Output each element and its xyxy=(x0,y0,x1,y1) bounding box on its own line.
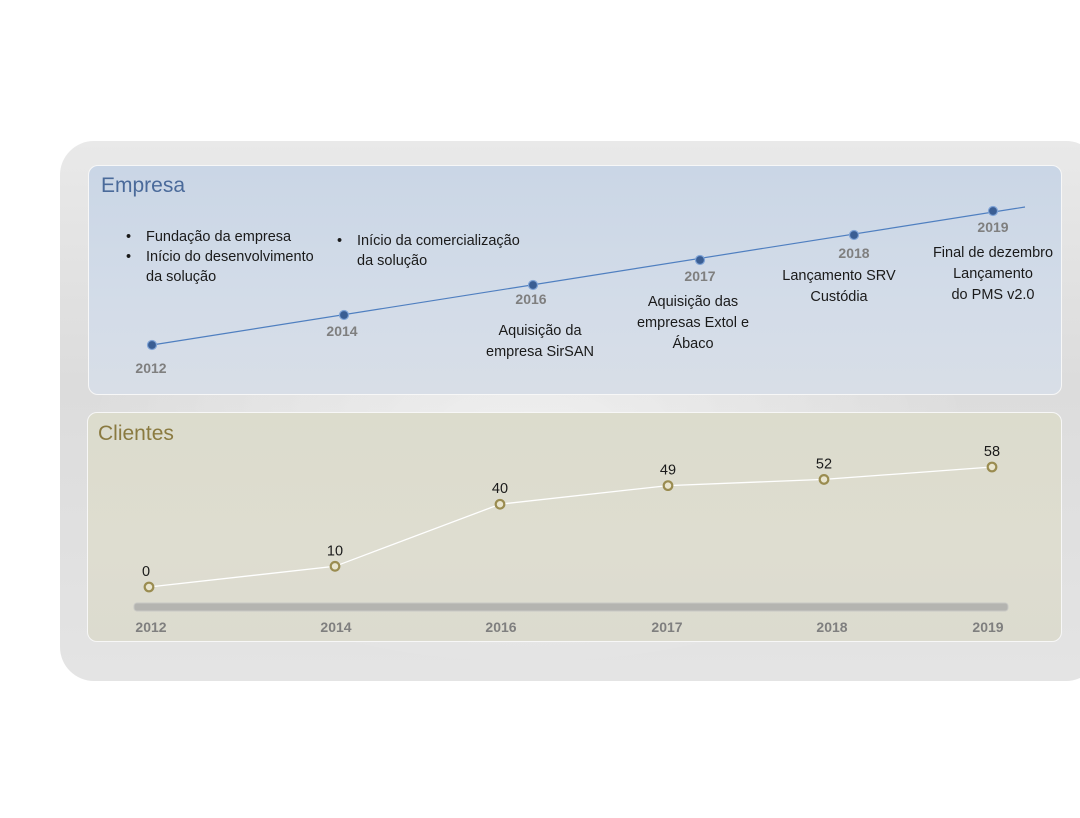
milestones-2012: Fundação da empresa Início do desenvolvi… xyxy=(126,227,314,287)
clients-data-label: 49 xyxy=(660,463,676,479)
clients-data-label: 40 xyxy=(492,481,508,497)
company-milestone-marker xyxy=(146,339,158,351)
clients-data-point xyxy=(494,498,506,510)
clients-data-point xyxy=(662,480,674,492)
company-event-text: Aquisição das xyxy=(648,294,738,310)
company-panel xyxy=(88,165,1062,395)
company-event-text: Ábaco xyxy=(672,335,713,352)
bullet-item: Fundação da empresa xyxy=(126,227,314,247)
clients-data-point xyxy=(143,581,155,593)
company-year-label: 2018 xyxy=(838,245,869,261)
company-milestone-marker xyxy=(987,205,999,217)
company-year-label: 2019 xyxy=(977,219,1008,235)
clients-data-point xyxy=(818,474,830,485)
company-event-text: empresa SirSAN xyxy=(486,344,594,360)
clients-data-point xyxy=(986,461,998,473)
company-event-text: Custódia xyxy=(810,289,868,305)
clients-data-point xyxy=(329,560,341,572)
x-tick-label: 2012 xyxy=(135,619,166,635)
clients-data-label: 52 xyxy=(816,456,832,472)
x-tick-label: 2016 xyxy=(485,619,516,635)
company-timeline: 2012 2014 2016 Aquisição da empresa SirSAN 20… xyxy=(135,205,1053,376)
company-event-text: Final de dezembro xyxy=(933,245,1053,261)
bullet-continuation: da solução xyxy=(357,253,428,269)
company-event-text: Lançamento SRV xyxy=(782,268,896,284)
company-title: Empresa xyxy=(101,174,186,197)
x-tick-label: 2018 xyxy=(816,619,847,635)
milestones-2014: Início da comercialização da solução xyxy=(337,231,520,271)
x-tick-label: 2017 xyxy=(651,619,682,635)
company-milestone-marker xyxy=(338,309,350,321)
company-event-text: empresas Extol e xyxy=(637,315,749,331)
company-milestone-marker xyxy=(848,229,860,241)
company-event-text: Lançamento xyxy=(953,266,1033,282)
company-trend-line xyxy=(151,206,1026,346)
clients-data-label: 10 xyxy=(327,543,343,559)
x-tick-label: 2019 xyxy=(972,619,1003,635)
company-year-label: 2017 xyxy=(684,268,715,284)
company-year-label: 2012 xyxy=(135,360,166,376)
clients-data-label: 0 xyxy=(142,564,150,580)
company-year-label: 2014 xyxy=(326,323,357,339)
x-tick-label: 2014 xyxy=(320,619,351,635)
company-milestone-marker xyxy=(694,254,706,266)
clients-series-line xyxy=(148,466,993,588)
company-event-text: Aquisição da xyxy=(498,323,582,339)
company-year-label: 2016 xyxy=(515,291,546,307)
clients-line-chart: 0 10 40 49 52 58 2012 2014 2016 2017 2018 2019 xyxy=(133,444,1009,635)
clients-title: Clientes xyxy=(98,422,174,445)
bullet-continuation: da solução xyxy=(146,269,217,285)
company-milestone-marker xyxy=(527,279,539,291)
x-axis-bar xyxy=(133,602,1009,612)
company-event-text: do PMS v2.0 xyxy=(951,287,1034,303)
bullet-item: Início do desenvolvimento xyxy=(126,247,314,267)
clients-data-label: 58 xyxy=(984,444,1000,460)
bullet-item: Início da comercialização xyxy=(337,231,520,251)
